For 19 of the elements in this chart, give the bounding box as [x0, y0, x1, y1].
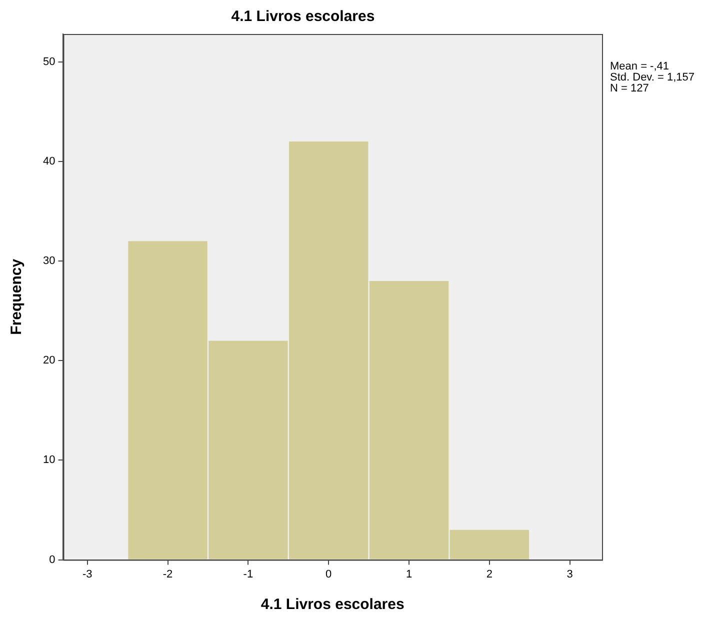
chart-title: 4.1 Livros escolares — [231, 8, 375, 26]
x-tick-label: 2 — [486, 568, 492, 580]
y-tick-label: 50 — [42, 56, 56, 68]
x-tick-label: 1 — [406, 568, 412, 580]
x-tick-label: -1 — [243, 568, 254, 580]
x-tick-label: 3 — [566, 568, 573, 580]
y-axis-title: Frequency — [8, 258, 26, 335]
y-tick-label: 0 — [49, 554, 56, 566]
text: Mean = -,41 — [610, 60, 670, 73]
x-tick-label: -3 — [82, 568, 92, 580]
y-tick-label: 40 — [42, 156, 56, 168]
x-tick-label: -2 — [162, 568, 173, 580]
x-tick-label: 0 — [326, 568, 332, 580]
text: N = 127 — [610, 82, 649, 95]
y-tick-label: 20 — [42, 354, 56, 367]
x-axis-title: 4.1 Livros escolares — [260, 596, 404, 614]
y-tick-label: 30 — [42, 255, 56, 268]
y-tick-label: 10 — [42, 454, 56, 466]
text: Std. Dev. = 1,157 — [610, 72, 694, 84]
